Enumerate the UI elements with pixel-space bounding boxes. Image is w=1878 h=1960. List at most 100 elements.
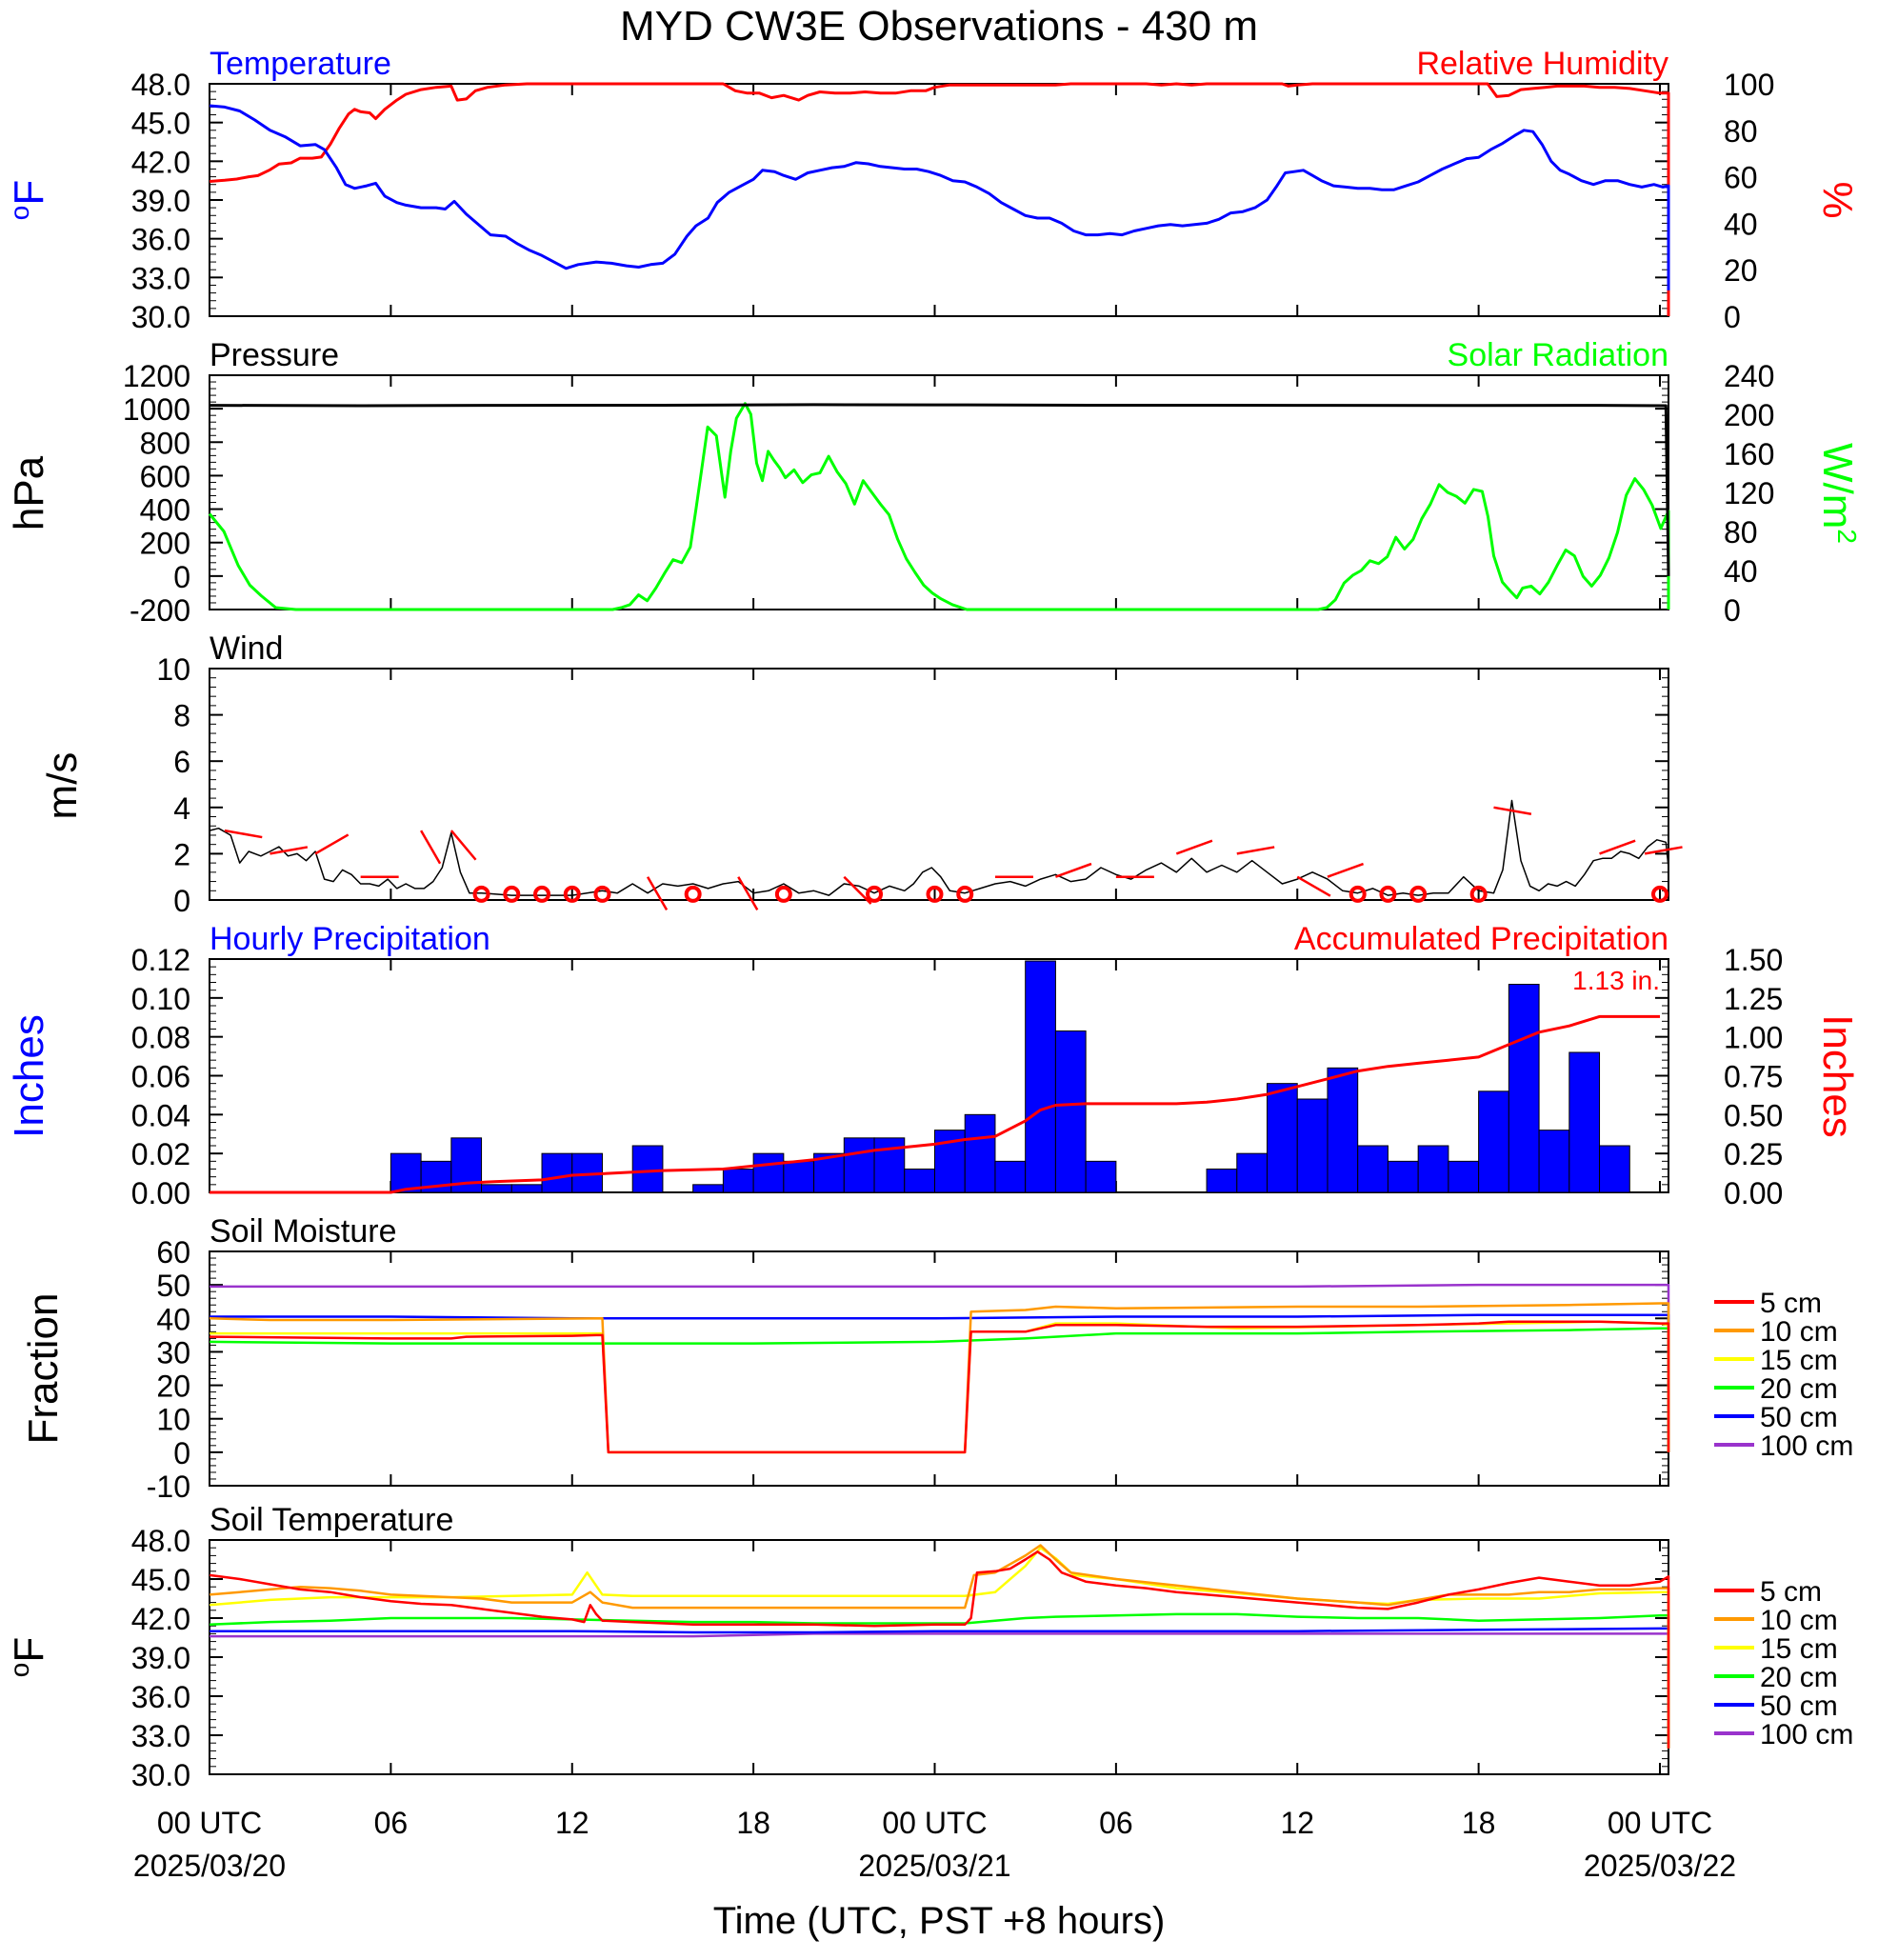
y2-tick-label: 40 (1724, 207, 1758, 241)
y-tick-label: 0.06 (131, 1060, 190, 1094)
temperature-axis-label: oF (5, 180, 53, 220)
y-tick-label: 42.0 (131, 1602, 190, 1636)
precip-bar (541, 1152, 573, 1193)
calm-marker (1469, 885, 1488, 903)
series-temperature (209, 104, 1670, 290)
accum-total-label: 1.13 in. (1572, 966, 1660, 995)
series-10-cm (209, 1302, 1670, 1454)
legend-label: 10 cm (1760, 1316, 1838, 1348)
y-tick-label: -200 (130, 593, 190, 628)
series-20-cm (209, 1327, 1670, 1452)
legend-label: 5 cm (1760, 1288, 1822, 1319)
wind-barb (1054, 862, 1092, 878)
y2-tick-label: 1.50 (1724, 943, 1783, 977)
calm-marker (472, 885, 490, 903)
y-tick-label: 40 (156, 1302, 190, 1336)
x-tick-label: 12 (1280, 1806, 1314, 1840)
y-tick-label: 42.0 (131, 145, 190, 179)
y-tick-label: 36.0 (131, 1680, 190, 1714)
y2-tick-label: 100 (1724, 68, 1774, 102)
legend-label: 100 cm (1760, 1719, 1853, 1750)
soil-temp-title: Soil Temperature (210, 1502, 453, 1538)
precip-bar (843, 1137, 875, 1193)
y-tick-label: 48.0 (131, 1524, 190, 1558)
calm-marker (774, 885, 792, 903)
soil-moisture-axis-label: Fraction (20, 1293, 67, 1445)
precip-bar (873, 1137, 906, 1193)
y2-tick-label: 60 (1724, 161, 1758, 195)
precip-bar (390, 1152, 422, 1193)
x-date-label: 2025/03/22 (1584, 1849, 1736, 1883)
y-tick-label: 0.00 (131, 1176, 190, 1210)
y-tick-label: 60 (156, 1235, 190, 1270)
precip-bar (1267, 1083, 1298, 1193)
wind-barb (450, 830, 477, 861)
y-tick-label: 39.0 (131, 1641, 190, 1675)
y-tick-label: 50 (156, 1269, 190, 1303)
calm-marker (1409, 885, 1428, 903)
series-20-cm (209, 1612, 1670, 1749)
precip-bar (722, 1169, 754, 1193)
y-tick-label: 2 (173, 837, 190, 871)
x-tick-label: 18 (736, 1806, 770, 1840)
precip-bar (1357, 1145, 1389, 1193)
calm-marker (563, 885, 581, 903)
calm-marker (1349, 885, 1367, 903)
series-100-cm (210, 1283, 1670, 1452)
precip-bar (964, 1113, 996, 1193)
y2-tick-label: 80 (1724, 114, 1758, 149)
calm-marker (533, 885, 551, 903)
soil-moisture-title: Soil Moisture (210, 1213, 397, 1250)
y-tick-label: 30.0 (131, 1758, 190, 1792)
y2-tick-label: 1.25 (1724, 982, 1783, 1016)
calm-marker (593, 885, 611, 903)
y2-tick-label: 1.00 (1724, 1021, 1783, 1055)
y-tick-label: 1200 (123, 359, 190, 393)
precip-bar (1599, 1145, 1630, 1193)
temperature-title: Temperature (210, 46, 391, 82)
y2-tick-label: 20 (1724, 253, 1758, 288)
precip-bar (631, 1145, 664, 1193)
precip-bar (1448, 1160, 1480, 1193)
y-tick-label: 400 (140, 493, 190, 528)
y2-tick-label: 120 (1724, 476, 1774, 510)
y-tick-label: 6 (173, 745, 190, 779)
y-tick-label: 200 (140, 527, 190, 561)
series-15-cm (209, 1546, 1670, 1749)
calm-marker (1379, 885, 1397, 903)
pressure-axis-label: hPa (6, 455, 52, 530)
series-solar-radiation (208, 402, 1670, 611)
y-tick-label: 0.10 (131, 982, 190, 1016)
calm-marker (956, 885, 974, 903)
precip-bar (1054, 1030, 1087, 1193)
series-10-cm (209, 1544, 1670, 1749)
precip-bar (481, 1184, 512, 1193)
legend-label: 50 cm (1760, 1402, 1838, 1433)
y-tick-label: 36.0 (131, 223, 190, 257)
precip-bar (783, 1160, 815, 1193)
y-tick-label: 1000 (123, 392, 190, 427)
x-tick-label: 00 UTC (882, 1806, 987, 1840)
precip-bar (904, 1169, 935, 1193)
y-tick-label: 0.02 (131, 1137, 190, 1171)
pressure-title: Pressure (210, 337, 339, 373)
precip-bar (510, 1184, 543, 1193)
series-100-cm (210, 1632, 1670, 1749)
wind-barb (1327, 862, 1364, 878)
y2-tick-label: 0 (1724, 300, 1741, 334)
wind-barb (314, 833, 350, 855)
y-tick-label: 33.0 (131, 261, 190, 295)
x-tick-label: 06 (374, 1806, 409, 1840)
wind-title: Wind (210, 630, 283, 667)
y2-tick-label: 240 (1724, 359, 1774, 393)
chart-title: MYD CW3E Observations - 430 m (620, 3, 1258, 50)
y-tick-label: 39.0 (131, 184, 190, 218)
y-tick-label: 30 (156, 1335, 190, 1370)
calm-marker (684, 885, 702, 903)
y-tick-label: 0.04 (131, 1098, 190, 1132)
rh-axis-label: % (1814, 181, 1861, 218)
y2-tick-label: 0.75 (1724, 1060, 1783, 1094)
y-tick-label: -10 (147, 1470, 190, 1504)
